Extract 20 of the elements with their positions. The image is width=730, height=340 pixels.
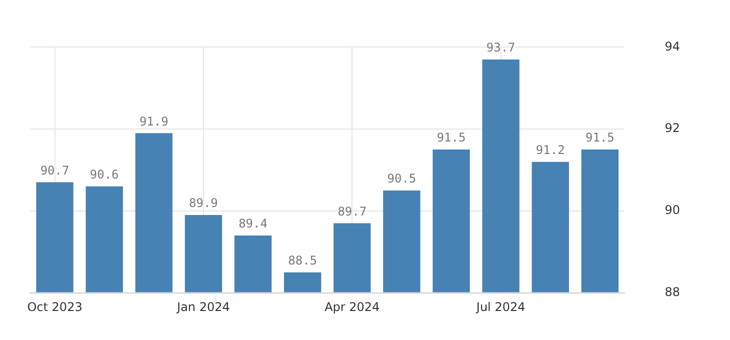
x-tick-label: Apr 2024 <box>324 300 380 314</box>
data-label: 88.5 <box>288 253 318 268</box>
data-label: 89.7 <box>338 204 367 218</box>
x-tick-label: Jul 2024 <box>475 300 526 314</box>
data-label: 90.5 <box>387 172 416 186</box>
data-label: 90.7 <box>40 163 70 178</box>
y-tick-label: 90 <box>664 203 680 218</box>
data-label: 89.4 <box>238 216 268 231</box>
y-tick-label: 94 <box>664 39 680 54</box>
data-label: 89.9 <box>189 196 218 210</box>
y-tick-label: 88 <box>664 284 680 299</box>
y-tick-label: 92 <box>664 121 680 136</box>
data-label: 91.2 <box>536 142 565 157</box>
x-tick-label: Oct 2023 <box>27 300 82 314</box>
data-label: 91.5 <box>585 130 614 145</box>
data-label: 91.5 <box>436 130 466 145</box>
data-label: 93.7 <box>486 40 516 55</box>
data-label: 90.6 <box>90 168 119 182</box>
x-tick-label: Jan 2024 <box>176 300 230 314</box>
data-label: 91.9 <box>139 114 168 128</box>
